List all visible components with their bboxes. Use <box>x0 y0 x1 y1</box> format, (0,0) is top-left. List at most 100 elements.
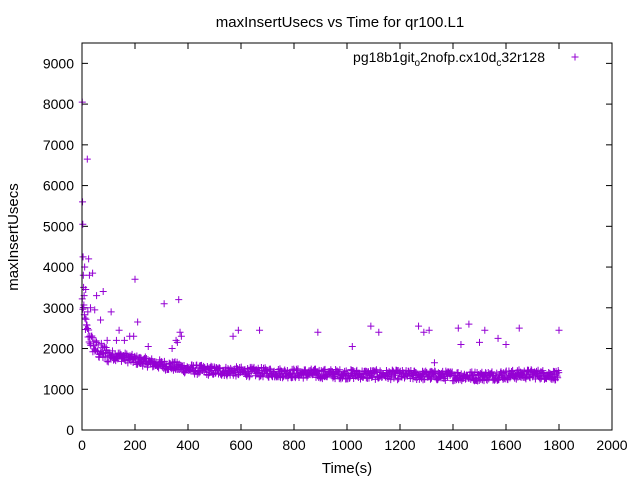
data-point <box>92 337 100 345</box>
data-point <box>89 269 97 277</box>
data-point <box>84 333 92 341</box>
data-point <box>115 326 123 334</box>
data-point <box>176 328 184 336</box>
data-point <box>367 322 375 330</box>
data-point <box>555 369 563 377</box>
data-point <box>177 332 185 340</box>
data-point <box>173 338 181 346</box>
data-point <box>394 376 402 384</box>
data-point <box>525 372 533 380</box>
y-tick-label: 7000 <box>43 137 74 153</box>
x-axis-label: Time(s) <box>322 460 372 477</box>
data-point <box>488 368 496 376</box>
legend-marker-symbol <box>571 53 579 61</box>
data-point <box>81 314 89 322</box>
data-point <box>420 328 428 336</box>
data-point <box>256 326 264 334</box>
x-tick-label: 1200 <box>384 437 415 453</box>
data-point <box>101 353 109 361</box>
y-tick-label: 6000 <box>43 178 74 194</box>
data-point <box>368 373 376 381</box>
data-point <box>93 292 101 300</box>
data-point <box>457 340 465 348</box>
data-point <box>99 287 107 295</box>
data-point <box>84 325 92 333</box>
y-axis-label: maxInsertUsecs <box>5 183 22 291</box>
data-point <box>103 357 111 365</box>
data-point <box>155 364 163 372</box>
data-point <box>168 345 176 353</box>
data-point <box>340 370 348 378</box>
data-point <box>554 374 562 382</box>
data-point <box>539 367 547 375</box>
data-point <box>211 369 219 377</box>
data-point <box>103 336 111 344</box>
data-point <box>520 367 528 375</box>
data-point <box>498 369 506 377</box>
data-point <box>229 332 237 340</box>
data-point <box>425 326 433 334</box>
data-point <box>120 336 128 344</box>
legend-label: pg18b1gito2nofp.cx10dc32r128 <box>353 49 545 69</box>
data-point <box>86 304 94 312</box>
data-point <box>390 374 398 382</box>
data-point <box>448 368 456 376</box>
y-tick-label: 1000 <box>43 381 74 397</box>
x-tick-label: 200 <box>123 437 147 453</box>
data-point <box>494 376 502 384</box>
data-point <box>121 349 129 357</box>
data-point <box>494 334 502 342</box>
data-point <box>85 255 93 263</box>
data-point <box>112 336 120 344</box>
legend-marker <box>571 53 579 61</box>
data-point <box>134 318 142 326</box>
series-points <box>78 98 563 385</box>
y-tick-label: 4000 <box>43 259 74 275</box>
x-tick-label: 2000 <box>596 437 627 453</box>
data-point <box>426 375 434 383</box>
data-point <box>195 369 203 377</box>
data-point <box>88 332 96 340</box>
y-tick-label: 0 <box>66 422 74 438</box>
data-point <box>375 328 383 336</box>
data-point <box>481 326 489 334</box>
plot-layer: 0 200 400 600 800 1000 1200 1400 1600 1800 2000 0 10… <box>43 43 628 453</box>
data-point <box>216 364 224 372</box>
x-tick-label: 800 <box>282 437 306 453</box>
data-point <box>79 305 87 313</box>
data-point <box>83 155 91 163</box>
data-point <box>131 355 139 363</box>
data-point <box>476 338 483 346</box>
data-point <box>293 367 301 375</box>
data-point <box>545 368 553 376</box>
data-point <box>144 342 152 350</box>
y-tick-label: 9000 <box>43 55 74 71</box>
data-point <box>373 368 381 376</box>
data-point <box>79 220 87 228</box>
x-tick-label: 1800 <box>543 437 574 453</box>
data-point <box>454 324 462 332</box>
data-point <box>411 367 419 375</box>
data-point <box>97 316 105 324</box>
data-point <box>234 326 242 334</box>
x-tick-label: 1600 <box>490 437 521 453</box>
data-point <box>104 358 112 366</box>
data-point <box>79 198 87 206</box>
data-point <box>262 366 270 374</box>
x-tick-label: 600 <box>229 437 253 453</box>
data-point <box>465 320 473 328</box>
data-point <box>94 341 102 349</box>
data-point <box>387 376 395 384</box>
data-point <box>391 371 399 379</box>
data-point <box>79 271 87 279</box>
x-tick-label: 1000 <box>331 437 362 453</box>
data-point <box>160 357 168 365</box>
data-point <box>415 322 423 330</box>
data-point <box>141 353 149 361</box>
data-point <box>431 367 439 375</box>
data-point <box>84 308 92 316</box>
data-point <box>283 366 291 374</box>
data-point <box>314 328 322 336</box>
